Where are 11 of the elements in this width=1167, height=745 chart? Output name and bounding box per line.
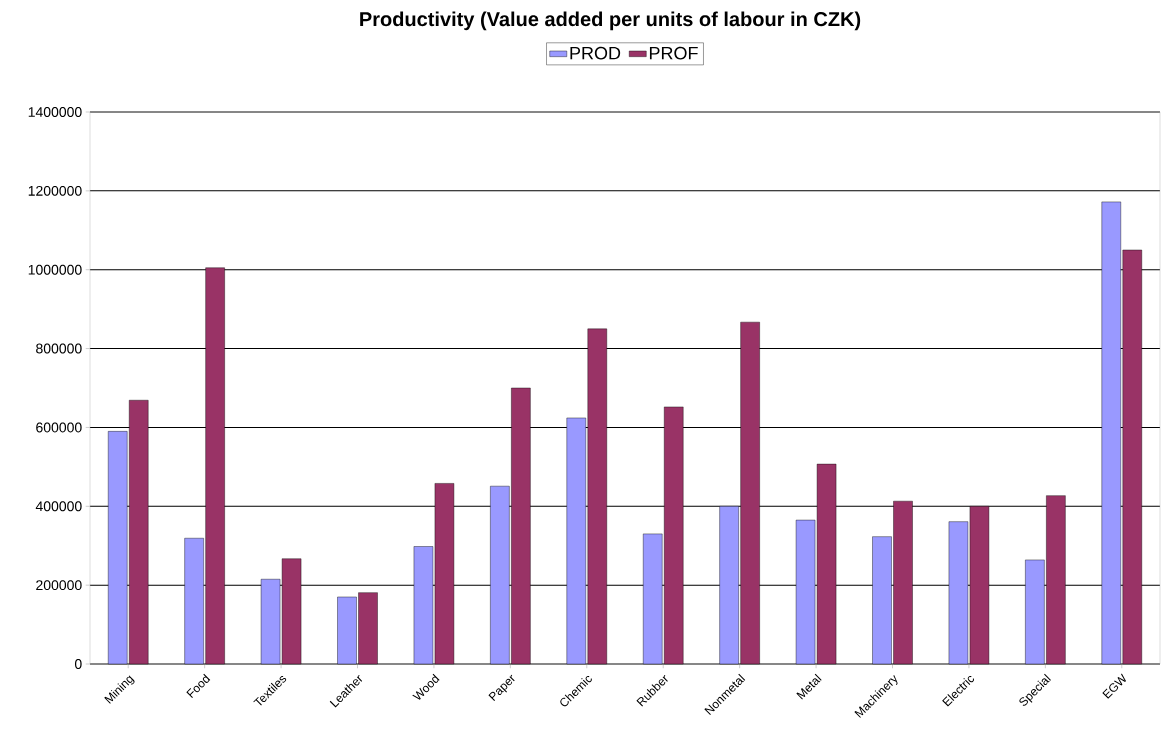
- y-tick-label: 400000: [35, 501, 82, 512]
- y-tick-label: 1400000: [28, 107, 82, 117]
- legend-label: PROD: [570, 46, 621, 60]
- y-tick-label: 200000: [36, 580, 82, 591]
- y-tick-label: 1200000: [28, 185, 82, 196]
- y-tick-label: 800000: [36, 343, 82, 354]
- y-tick-label: 0: [74, 659, 82, 669]
- legend-label: PROF: [649, 46, 698, 60]
- y-tick-label: 600000: [36, 422, 82, 433]
- y-tick-label: 1000000: [28, 264, 82, 275]
- chart-title: Productivity (Value added per units of labour in CZK): [360, 11, 861, 31]
